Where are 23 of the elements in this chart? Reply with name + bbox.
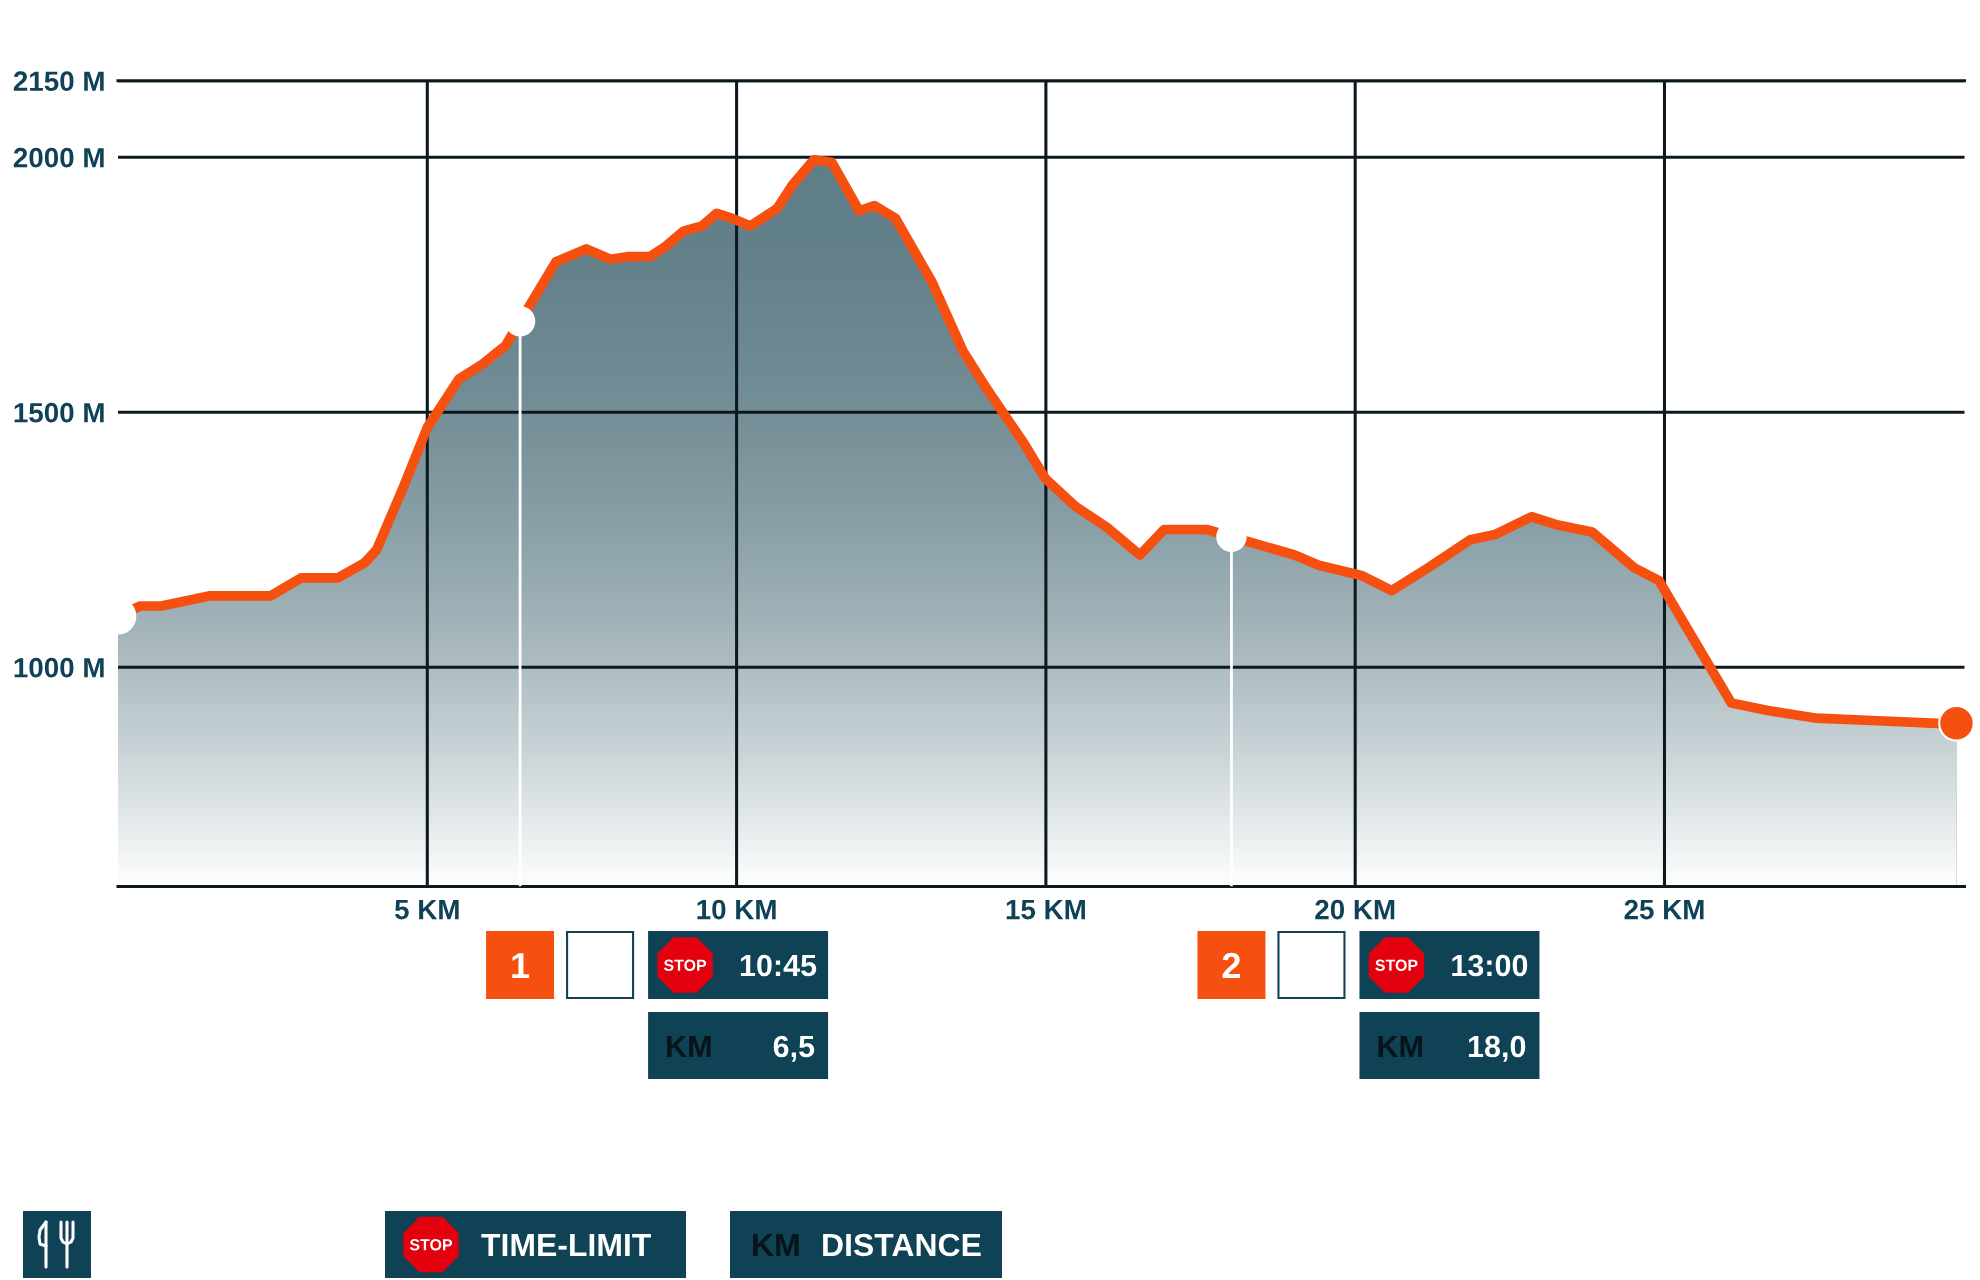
y-tick-label: 1500 M [14,402,104,423]
text: DISTANCE [823,1233,981,1257]
text: STOP [1375,959,1418,971]
x-tick-label: 25 KM [1624,899,1704,920]
x-tick-label: 15 KM [1006,900,1085,920]
text: KM [667,1035,711,1057]
text: 13:00 [1452,954,1528,977]
text: KM [1378,1035,1422,1057]
x-tick-label: 10 KM [697,899,776,920]
text: STOP [409,1239,453,1251]
y-tick-label: 2000 M [13,147,104,168]
x-tick-label: 5 KM [394,900,459,920]
text: 6,5 [773,1035,815,1062]
x-tick-label: 20 KM [1315,899,1395,920]
text: KM [753,1234,799,1256]
text: 10:45 [740,954,817,977]
text: 2 [1222,952,1241,978]
text: TIME-LIMIT [481,1234,651,1256]
text: STOP [663,959,707,971]
y-tick-label: 2150 M [13,71,104,92]
text: 18,0 [1468,1035,1526,1062]
text: 1 [512,953,530,978]
y-tick-label: 1000 M [14,657,104,678]
